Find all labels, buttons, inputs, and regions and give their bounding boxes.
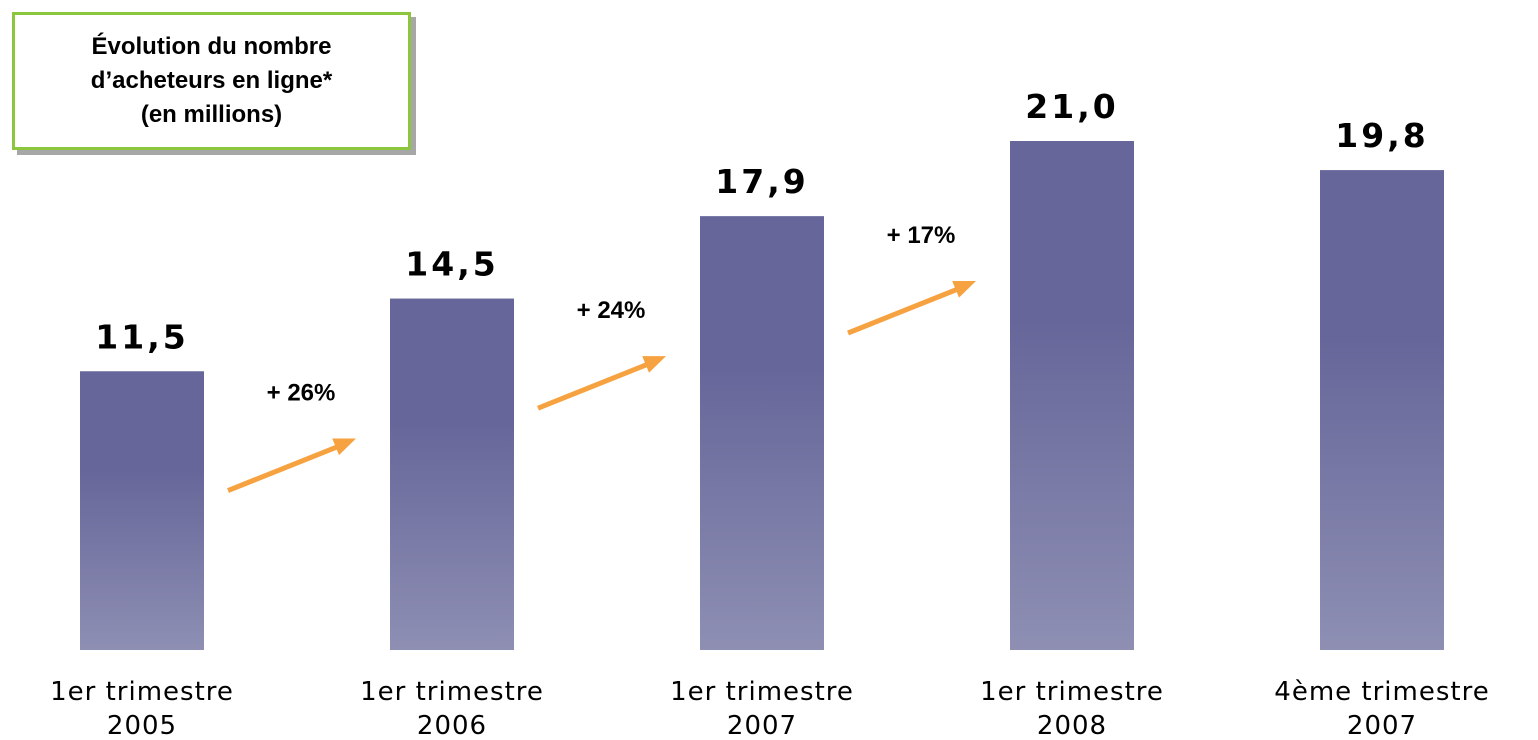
growth-label-1: + 26%: [267, 380, 336, 407]
bar-2: [390, 298, 514, 650]
bar-value-label-4: 21,0: [1025, 87, 1118, 126]
labels-layer: 11,5 1er trimestre 2005 14,5 1er trimestre 20…: [50, 87, 1489, 740]
bars-layer: [80, 141, 1444, 651]
category-label-3-line-1: 1er trimestre: [670, 677, 854, 707]
growth-arrows-layer: [227, 280, 976, 493]
category-label-2-line-2: 2006: [417, 711, 487, 740]
category-label-5-line-1: 4ème trimestre: [1274, 677, 1489, 707]
chart-title-line-2: d’acheteurs en ligne*: [90, 67, 333, 94]
chart-title-line-3: (en millions): [140, 101, 283, 128]
growth-arrow-3: [847, 282, 969, 336]
category-label-2-line-1: 1er trimestre: [360, 677, 544, 707]
growth-arrowhead-2: [642, 356, 666, 373]
category-label-4-line-1: 1er trimestre: [980, 677, 1164, 707]
growth-label-3: + 17%: [887, 222, 956, 249]
bar-value-label-3: 17,9: [715, 162, 808, 201]
growth-arrowhead-3: [952, 280, 976, 298]
bar-value-label-5: 19,8: [1335, 116, 1428, 155]
bar-value-label-1: 11,5: [95, 317, 188, 356]
bar-1: [80, 371, 204, 650]
category-label-5-line-2: 2007: [1347, 711, 1417, 740]
bar-3: [700, 216, 824, 650]
growth-arrowhead-1: [332, 438, 356, 456]
bar-value-label-2: 14,5: [405, 245, 498, 284]
growth-arrow-2: [537, 357, 659, 411]
category-label-3-line-2: 2007: [727, 711, 797, 740]
growth-arrow-1: [227, 440, 349, 493]
chart-title-box: Évolution du nombre d’acheteurs en ligne…: [12, 12, 411, 150]
bar-5: [1320, 170, 1444, 651]
bar-4: [1010, 141, 1134, 650]
category-label-1-line-1: 1er trimestre: [50, 677, 234, 707]
growth-label-2: + 24%: [577, 297, 646, 324]
category-label-1-line-2: 2005: [107, 711, 177, 740]
category-label-4-line-2: 2008: [1037, 711, 1107, 740]
chart-title-line-1: Évolution du nombre: [91, 33, 332, 60]
